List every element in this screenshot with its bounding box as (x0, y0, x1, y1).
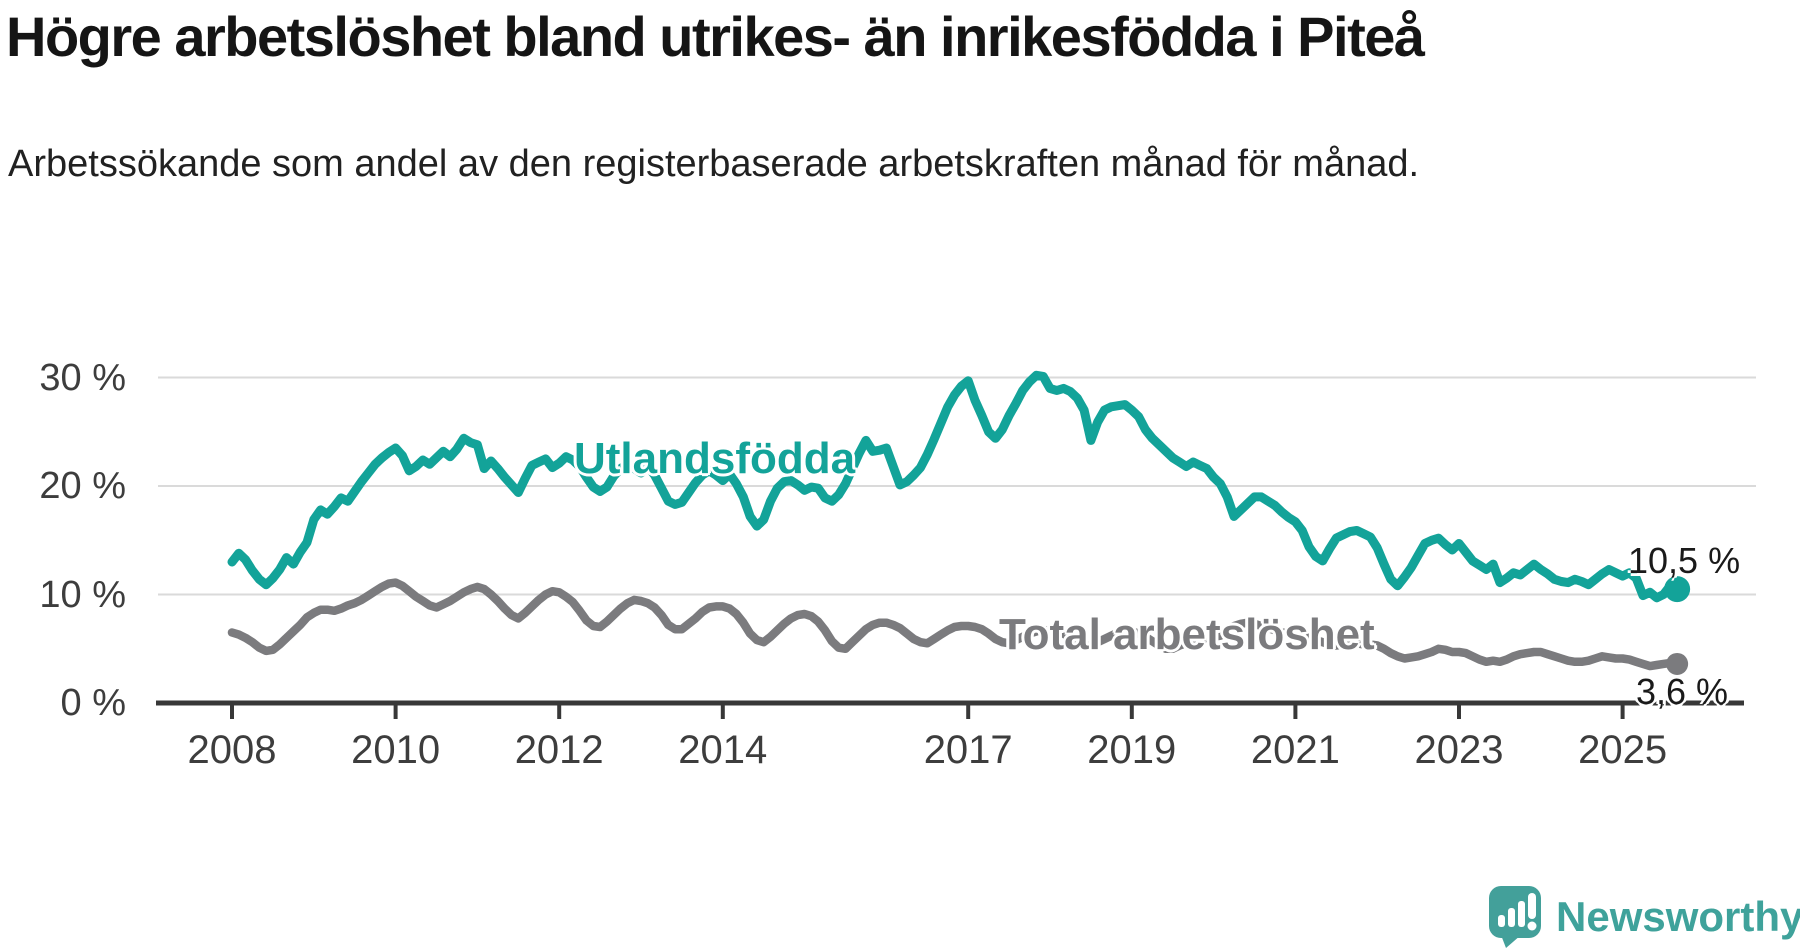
y-axis-label: 10 % (39, 573, 126, 616)
y-axis-label: 0 % (60, 682, 126, 724)
x-axis-label: 2021 (1250, 728, 1340, 772)
x-axis-label: 2008 (187, 728, 277, 772)
page-title: Högre arbetslöshet bland utrikes- än inr… (6, 5, 1425, 68)
series-label-total-arbetsloshet: Total arbetslöshet (999, 610, 1375, 659)
y-axis-label: 20 % (39, 465, 126, 507)
newsworthy-logo-text: Newsworthy (1556, 893, 1800, 940)
end-value-label-utlandsfodda: 10,5 % (1628, 540, 1741, 581)
series-label-utlandsfodda: Utlandsfödda (574, 434, 856, 483)
x-axis-label: 2017 (923, 728, 1013, 772)
newsworthy-logo-icon (1489, 886, 1541, 948)
series-line-total (227, 578, 1682, 671)
end-dot-total (1666, 652, 1689, 675)
chart-subtitle: Arbetssökande som andel av den registerb… (8, 143, 1420, 185)
x-axis-label: 2012 (514, 728, 604, 772)
end-value-label-total: 3,6 % (1636, 671, 1729, 712)
x-axis-label: 2010 (351, 728, 441, 772)
newsworthy-logo: Newsworthy (1488, 885, 1800, 948)
series-line-utlandsfodda (227, 370, 1682, 603)
x-axis-label: 2025 (1578, 728, 1668, 772)
y-axis-label: 30 % (39, 356, 126, 399)
x-axis-label: 2019 (1087, 728, 1177, 772)
x-axis-label: 2014 (678, 728, 768, 772)
x-axis-label: 2023 (1414, 728, 1504, 772)
end-dot-utlandsfodda (1664, 576, 1691, 603)
